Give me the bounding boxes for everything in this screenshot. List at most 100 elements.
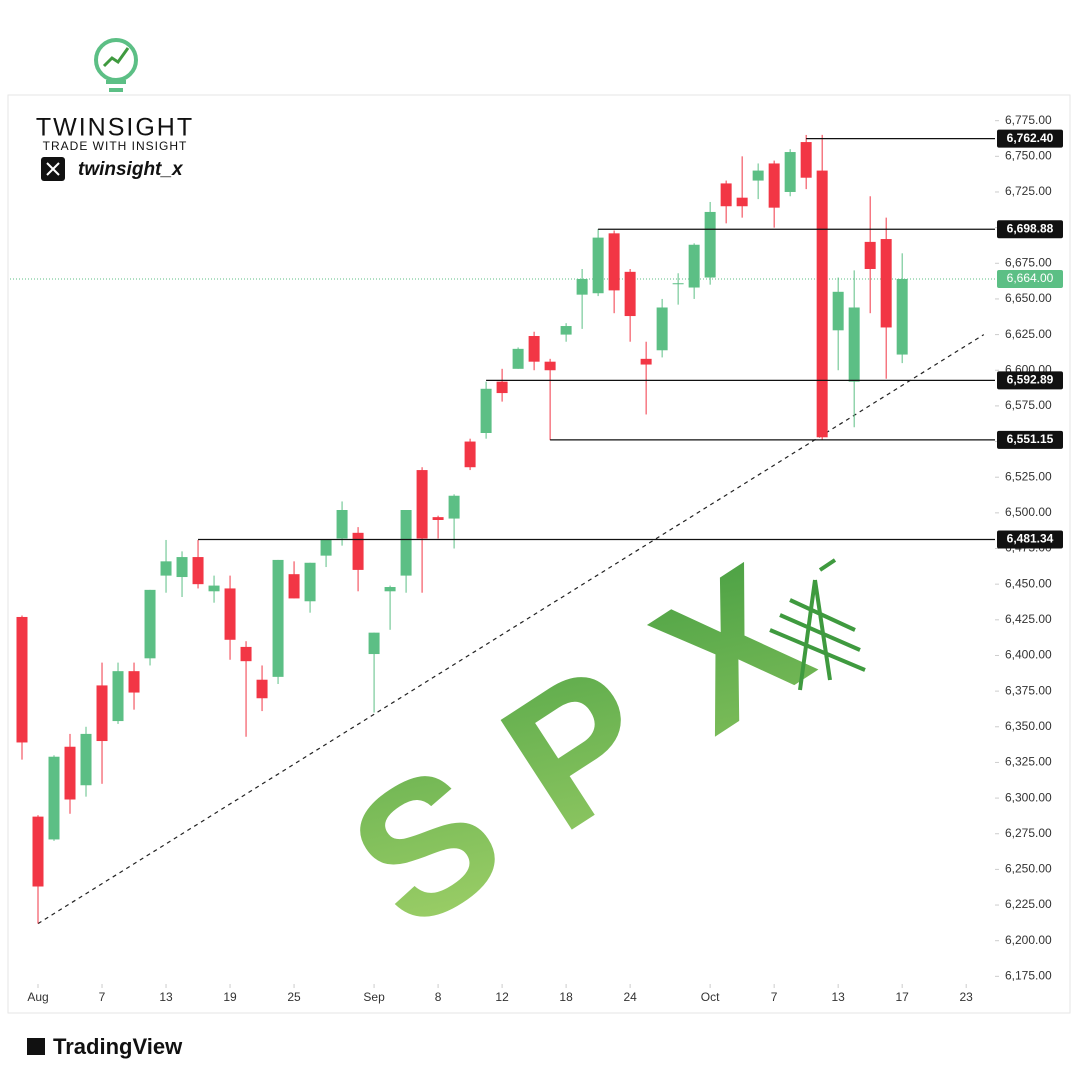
y-tick-label: 6,250.00 bbox=[1005, 862, 1052, 876]
candle-body bbox=[752, 170, 764, 181]
x-tick-label: 13 bbox=[159, 990, 173, 1004]
candle-body bbox=[272, 559, 284, 677]
candle-body bbox=[528, 336, 540, 362]
x-tick-label: 17 bbox=[896, 990, 910, 1004]
y-tick-label: 6,225.00 bbox=[1005, 897, 1052, 911]
level-label-box bbox=[997, 220, 1063, 239]
x-icon-glyph bbox=[46, 162, 60, 176]
y-tick-label: 6,275.00 bbox=[1005, 826, 1052, 840]
x-tick-label: 12 bbox=[495, 990, 509, 1004]
candle-body bbox=[832, 291, 844, 331]
candle-body bbox=[64, 746, 76, 800]
x-tick-label: 19 bbox=[223, 990, 237, 1004]
y-tick-label: 6,625.00 bbox=[1005, 327, 1052, 341]
y-tick-label: 6,325.00 bbox=[1005, 755, 1052, 769]
y-tick-label: 6,450.00 bbox=[1005, 576, 1052, 590]
level-label: 6,762.40 bbox=[1007, 131, 1054, 145]
logo bbox=[94, 38, 138, 92]
candle-body bbox=[224, 588, 236, 640]
candle-body bbox=[720, 183, 732, 207]
logo-base bbox=[106, 80, 126, 84]
x-tick-label: 23 bbox=[960, 990, 974, 1004]
level-label: 6,592.89 bbox=[1007, 373, 1054, 387]
level-label-box bbox=[997, 371, 1063, 390]
level-label: 6,698.88 bbox=[1007, 221, 1054, 235]
y-tick-label: 6,200.00 bbox=[1005, 933, 1052, 947]
level-label: 6,481.34 bbox=[1007, 532, 1054, 546]
candle-body bbox=[304, 562, 316, 602]
candle-body bbox=[656, 307, 668, 351]
candle-body bbox=[448, 495, 460, 519]
candle-body bbox=[864, 241, 876, 269]
candle-body bbox=[112, 671, 124, 722]
watermark-icon bbox=[769, 558, 866, 691]
x-tick-label: 7 bbox=[99, 990, 106, 1004]
brand-handle: twinsight_x bbox=[78, 159, 184, 180]
y-tick-label: 6,375.00 bbox=[1005, 683, 1052, 697]
candle-body bbox=[320, 539, 332, 556]
candle-body bbox=[288, 574, 300, 599]
candle-body bbox=[672, 283, 684, 285]
candle-body bbox=[704, 211, 716, 278]
candle-body bbox=[128, 671, 140, 693]
candle-body bbox=[336, 510, 348, 539]
y-tick-label: 6,350.00 bbox=[1005, 719, 1052, 733]
y-tick-label: 6,400.00 bbox=[1005, 648, 1052, 662]
level-label-box bbox=[997, 430, 1063, 449]
candle-body bbox=[896, 278, 908, 355]
candle-body bbox=[880, 239, 892, 328]
candle-body bbox=[240, 646, 252, 662]
x-tick-label: Oct bbox=[701, 990, 720, 1004]
logo-arrow bbox=[102, 47, 130, 68]
x-tick-label: 18 bbox=[559, 990, 573, 1004]
y-tick-label: 6,650.00 bbox=[1005, 291, 1052, 305]
candle-body bbox=[176, 557, 188, 578]
candle-body bbox=[432, 517, 444, 520]
candle-body bbox=[16, 616, 28, 743]
chart-frame bbox=[7, 94, 1071, 1014]
x-tick-label: 25 bbox=[287, 990, 301, 1004]
level-label-box bbox=[997, 129, 1063, 148]
y-tick-label: 6,500.00 bbox=[1005, 505, 1052, 519]
footer: TradingView bbox=[53, 1034, 183, 1059]
x-tick-label: 8 bbox=[435, 990, 442, 1004]
candle-body bbox=[80, 733, 92, 786]
candle-body bbox=[416, 470, 428, 539]
candle-body bbox=[624, 271, 636, 317]
candle-body bbox=[32, 816, 44, 887]
candle-body bbox=[736, 197, 748, 207]
candle-body bbox=[192, 557, 204, 585]
y-tick-label: 6,575.00 bbox=[1005, 398, 1052, 412]
x-tick-label: 13 bbox=[831, 990, 845, 1004]
candle-body bbox=[384, 587, 396, 592]
candle-body bbox=[368, 632, 380, 655]
candle-body bbox=[512, 348, 524, 369]
tv-logo bbox=[27, 1038, 45, 1055]
candle-body bbox=[160, 561, 172, 576]
last-price-box bbox=[997, 269, 1063, 288]
candle-body bbox=[352, 532, 364, 570]
candle-body bbox=[400, 510, 412, 576]
candle-body bbox=[800, 142, 812, 178]
candle-body bbox=[480, 388, 492, 433]
candle-body bbox=[688, 244, 700, 288]
x-tick-label: 7 bbox=[771, 990, 778, 1004]
y-tick-label: 6,725.00 bbox=[1005, 184, 1052, 198]
candle-body bbox=[208, 585, 220, 592]
y-tick-label: 6,175.00 bbox=[1005, 969, 1052, 983]
last-price-label: 6,664.00 bbox=[1007, 271, 1054, 285]
candle-body bbox=[640, 358, 652, 365]
candle-body bbox=[560, 326, 572, 335]
y-tick-label: 6,775.00 bbox=[1005, 113, 1052, 127]
level-label: 6,551.15 bbox=[1007, 432, 1054, 446]
x-tick-label: 24 bbox=[623, 990, 637, 1004]
candle-body bbox=[848, 307, 860, 382]
candle-body bbox=[768, 163, 780, 208]
candle-body bbox=[816, 170, 828, 438]
y-tick-label: 6,300.00 bbox=[1005, 790, 1052, 804]
y-tick-label: 6,750.00 bbox=[1005, 148, 1052, 162]
x-tick-label: Sep bbox=[363, 990, 385, 1004]
brand-tagline: TRADE WITH INSIGHT bbox=[43, 139, 188, 153]
candle-body bbox=[592, 237, 604, 294]
